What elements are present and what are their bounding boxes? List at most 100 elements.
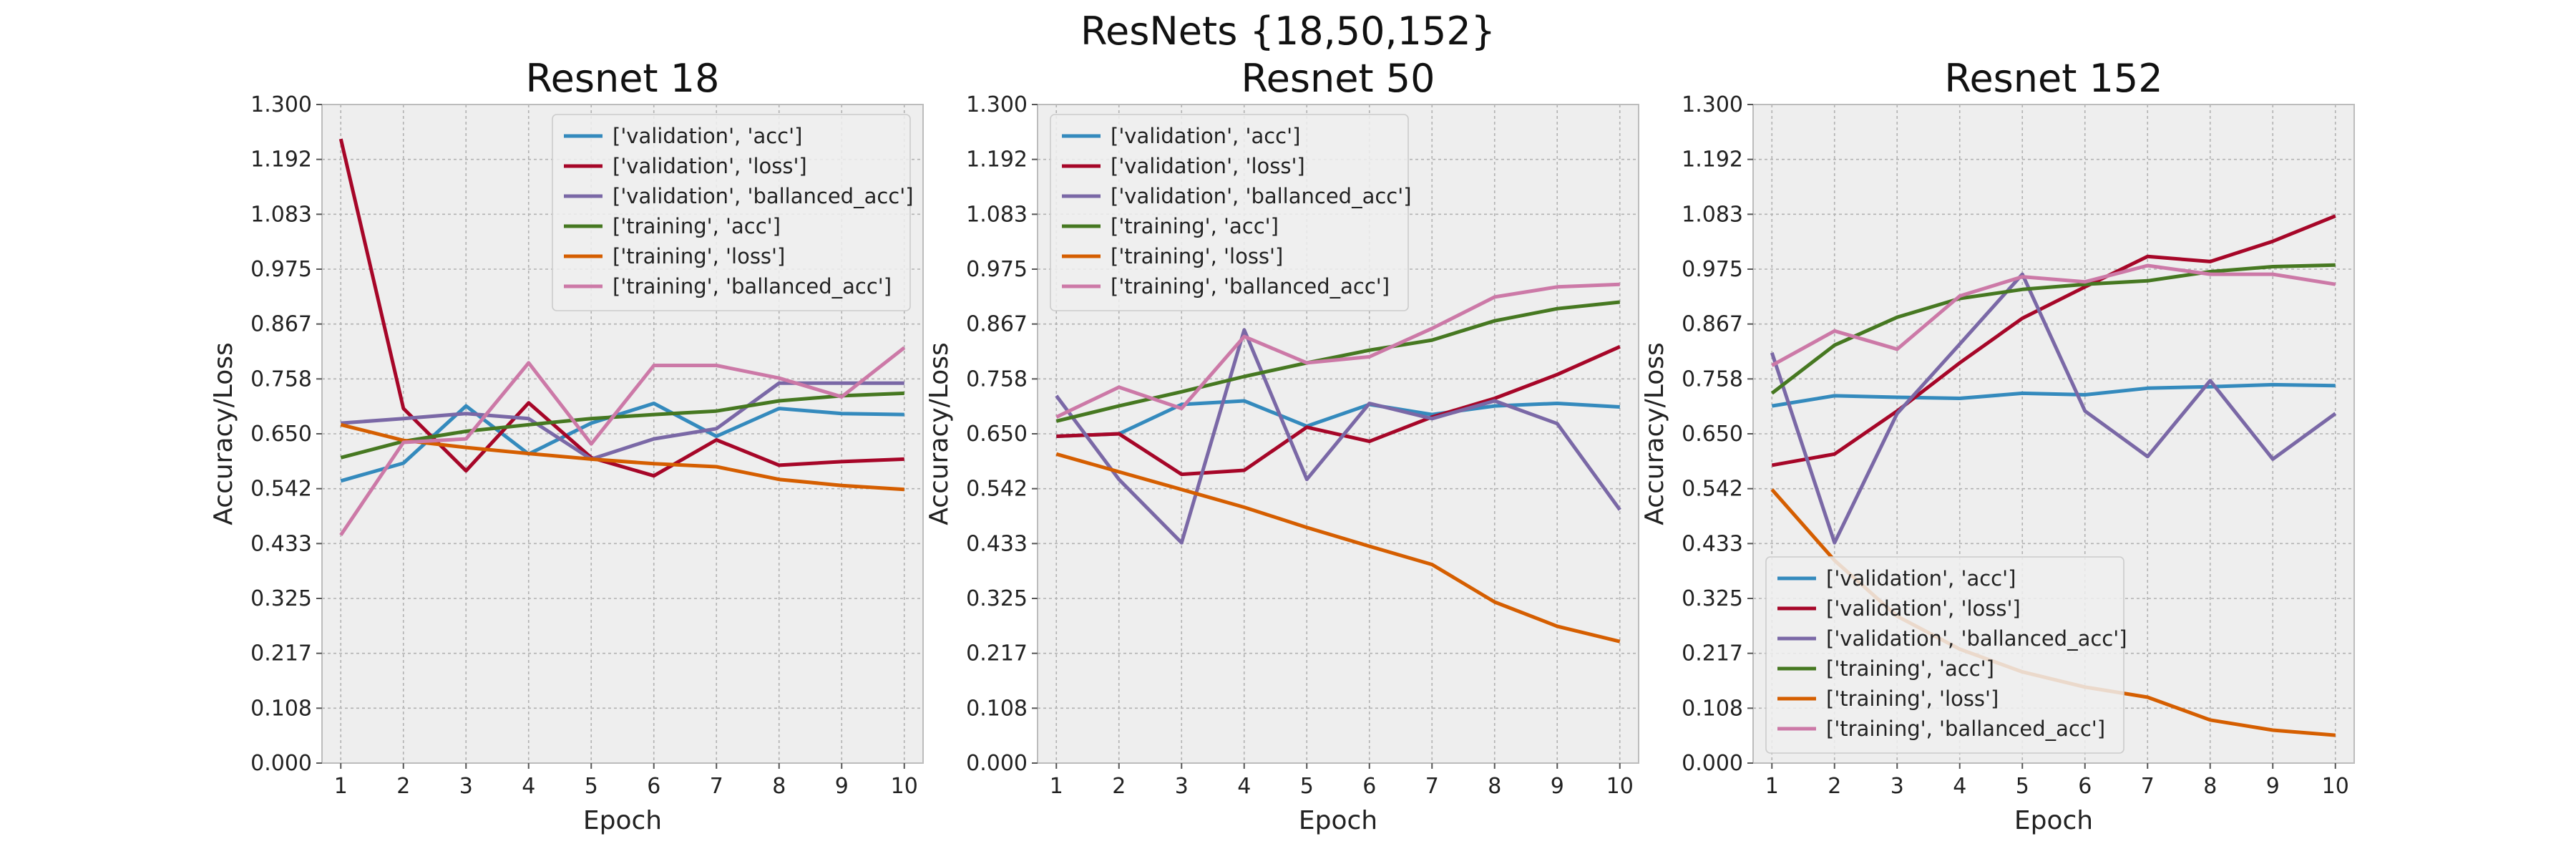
y-tick-label: 0.975 [1682,257,1743,282]
y-tick-label: 0.542 [966,477,1028,502]
series-line-5 [1055,452,1621,644]
series-line-3 [1770,272,2337,545]
x-tick-label: 10 [1606,774,1634,799]
x-tick-label: 9 [835,774,849,799]
x-tick-label: 10 [2322,774,2349,799]
y-tick-label: 0.217 [966,641,1028,666]
x-tick-label: 8 [772,774,786,799]
legend: ['validation', 'acc'] ['validation', 'los… [1765,556,2127,754]
x-tick-label: 4 [1237,774,1251,799]
y-tick-label: 0.650 [1682,422,1743,447]
series-line-6 [1055,282,1620,419]
y-tick-label: 1.083 [966,202,1028,227]
legend-box [1050,114,1409,311]
y-tick-label: 1.192 [966,147,1028,173]
y-tick-label: 1.300 [250,92,312,117]
x-tick-label: 6 [647,774,660,799]
y-tick-label: 0.867 [966,312,1028,337]
legend: ['validation', 'acc'] ['validation', 'los… [552,114,914,311]
y-tick-label: 0.758 [250,367,312,392]
x-tick-label: 2 [1112,774,1126,799]
y-tick-label: 0.867 [250,312,312,337]
legend-entry-6: ['training', 'ballanced_acc'] [613,274,892,299]
legend-entry-5: ['training', 'loss'] [613,244,785,268]
legend-entry-2: ['validation', 'loss'] [1826,596,2021,621]
legend-box [1765,556,2124,754]
y-tick-label: 0.325 [1682,586,1743,611]
y-tick-label: 0.000 [250,751,312,776]
series-line-3 [1055,328,1621,545]
x-tick-label: 4 [522,774,535,799]
subplot-1: 0.000 0.108 0.217 0.325 0.433 0.542 0.650 0.758… [209,56,924,835]
series-line-2 [1771,214,2336,467]
figure-suptitle: ResNets {18,50,152} [1080,9,1496,54]
legend: ['validation', 'acc'] ['validation', 'los… [1050,114,1412,311]
subplot-title: Resnet 18 [526,56,720,101]
x-tick-label: 1 [334,774,348,799]
legend-entry-2: ['validation', 'loss'] [1111,154,1305,178]
y-axis-label: Accuracy/Loss [924,342,954,525]
y-tick-label: 1.083 [250,202,312,227]
y-tick-label: 0.108 [1682,696,1743,721]
x-tick-label: 7 [710,774,723,799]
y-tick-label: 0.975 [250,257,312,282]
x-tick-label: 6 [1362,774,1376,799]
legend-entry-1: ['validation', 'acc'] [1826,566,2016,591]
y-tick-label: 1.192 [1682,147,1743,173]
x-tick-label: 5 [1300,774,1314,799]
x-axis-label: Epoch [583,806,662,835]
x-tick-label: 5 [2016,774,2029,799]
x-tick-label: 8 [1488,774,1501,799]
x-tick-label: 8 [2203,774,2217,799]
legend-entry-6: ['training', 'ballanced_acc'] [1826,717,2105,741]
y-tick-label: 0.650 [966,422,1028,447]
x-tick-label: 2 [396,774,410,799]
x-tick-label: 10 [891,774,918,799]
legend-box [552,114,911,311]
subplot-2: 0.000 0.108 0.217 0.325 0.433 0.542 0.650 0.758… [924,56,1639,835]
legend-entry-3: ['validation', 'ballanced_acc'] [613,184,914,208]
y-tick-label: 0.217 [1682,641,1743,666]
legend-entry-1: ['validation', 'acc'] [613,124,802,148]
legend-entry-5: ['training', 'loss'] [1826,686,1999,711]
subplot-3: 0.000 0.108 0.217 0.325 0.433 0.542 0.650 0.758… [1640,56,2355,835]
x-tick-label: 1 [1050,774,1063,799]
x-tick-label: 5 [585,774,598,799]
legend-entry-4: ['training', 'acc'] [1826,656,1994,681]
series-line-4 [340,391,904,460]
y-tick-label: 0.758 [966,367,1028,392]
x-tick-label: 7 [1425,774,1439,799]
legend-entry-1: ['validation', 'acc'] [1111,124,1300,148]
x-tick-label: 7 [2141,774,2155,799]
x-tick-label: 3 [1890,774,1904,799]
series-line-6 [339,346,906,536]
y-tick-label: 0.433 [250,531,312,556]
series-line-1 [1771,382,2336,408]
y-tick-label: 0.000 [1682,751,1743,776]
y-axis-label: Accuracy/Loss [1640,342,1669,525]
y-tick-label: 0.217 [250,641,312,666]
x-tick-label: 3 [1175,774,1189,799]
y-tick-label: 0.867 [1682,312,1743,337]
y-tick-label: 0.108 [966,696,1028,721]
series-line-1 [1056,399,1620,438]
x-axis-label: Epoch [1299,806,1377,835]
y-tick-label: 0.975 [966,257,1028,282]
y-tick-label: 0.542 [250,477,312,502]
y-tick-label: 0.650 [250,422,312,447]
y-tick-label: 1.192 [250,147,312,173]
y-tick-label: 0.000 [966,751,1028,776]
y-tick-label: 0.433 [1682,531,1743,556]
y-tick-label: 0.433 [966,531,1028,556]
series-line-3 [341,381,904,461]
x-axis-label: Epoch [2014,806,2093,835]
legend-entry-3: ['validation', 'ballanced_acc'] [1111,184,1412,208]
y-tick-label: 1.083 [1682,202,1743,227]
subplot-title: Resnet 50 [1241,56,1435,101]
x-tick-label: 9 [1551,774,1564,799]
legend-entry-2: ['validation', 'loss'] [613,154,807,178]
y-tick-label: 0.325 [250,586,312,611]
x-tick-label: 3 [459,774,473,799]
